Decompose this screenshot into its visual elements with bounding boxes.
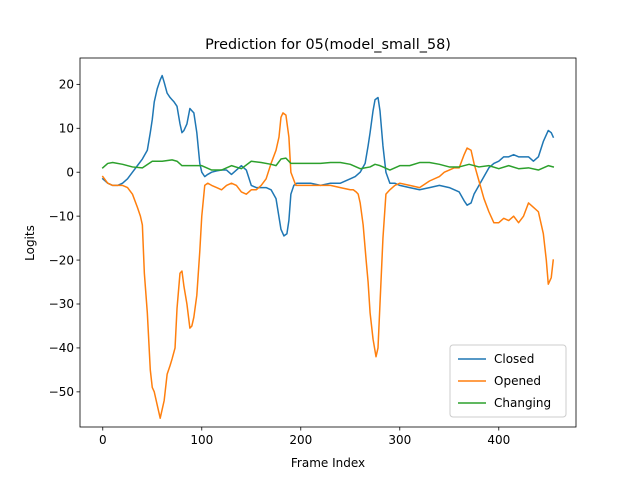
legend: Closed Opened Changing [449, 344, 567, 418]
series-layer [101, 74, 555, 419]
y-tick-label: 20 [59, 78, 74, 92]
y-tick-label: −30 [49, 297, 74, 311]
legend-label-closed: Closed [494, 352, 534, 366]
y-tick-label: −50 [49, 385, 74, 399]
x-tick-label: 200 [289, 433, 312, 447]
legend-label-changing: Changing [494, 396, 551, 410]
chart-title: Prediction for 05(model_small_58) [205, 37, 451, 53]
x-tick-label: 300 [388, 433, 411, 447]
y-tick-label: −20 [49, 253, 74, 267]
x-tick-label: 0 [99, 433, 107, 447]
legend-label-opened: Opened [494, 374, 541, 388]
x-tick-label: 400 [487, 433, 510, 447]
series-line-changing [101, 157, 555, 171]
series-line-opened [101, 112, 555, 419]
y-tick-label: −40 [49, 341, 74, 355]
y-tick-label: 10 [59, 121, 74, 135]
axes-frame [79, 57, 577, 428]
series-line-closed [101, 74, 555, 237]
y-axis-label: Logits [23, 225, 37, 261]
x-tick-label: 100 [190, 433, 213, 447]
legend-box [449, 344, 567, 418]
axes-layer: 0 100 200 300 400 −50 −40 −30 −20 −10 0 10 20 [49, 57, 577, 447]
y-tick-label: −10 [49, 209, 74, 223]
y-tick-label: 0 [66, 165, 74, 179]
x-axis-label: Frame Index [291, 456, 365, 470]
